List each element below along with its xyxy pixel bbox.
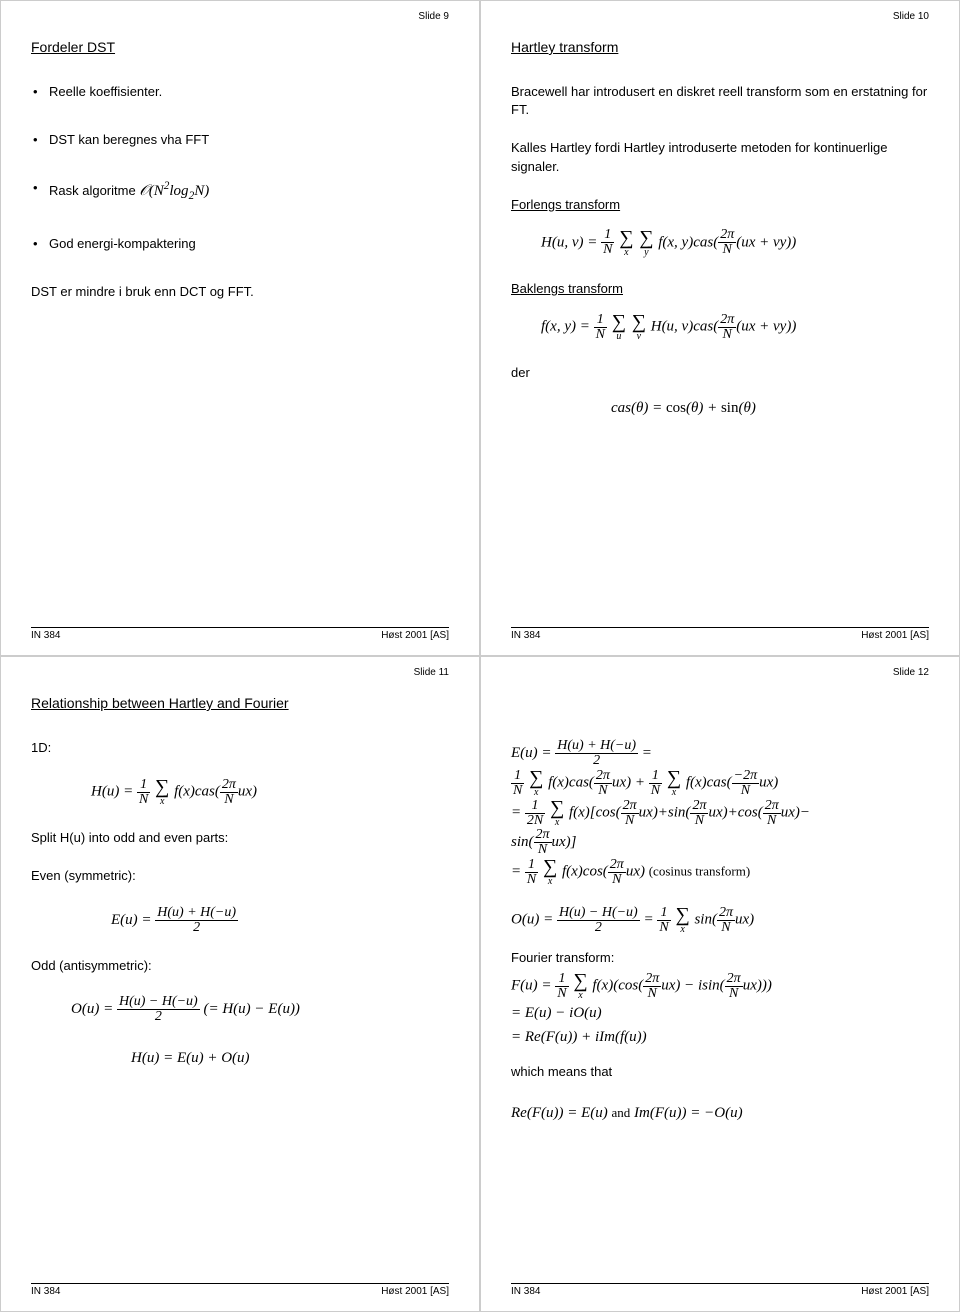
paragraph: Split H(u) into odd and even parts:: [31, 829, 449, 847]
equation-final: Re(F(u)) = E(u) and Im(F(u)) = −O(u): [511, 1101, 929, 1125]
subheading: Forlengs transform: [511, 196, 929, 214]
slide-number: Slide 9: [418, 11, 449, 22]
slide-content: 1D: H(u) = 1N ∑x f(x)cas(2πNux) Split H(…: [31, 739, 449, 1283]
label-1d: 1D:: [31, 739, 449, 757]
slide-number: Slide 10: [893, 11, 929, 22]
slide-footer: IN 384 Høst 2001 [AS]: [511, 1283, 929, 1297]
bullet-text: DST kan beregnes vha FFT: [49, 132, 209, 147]
slide-content: Reelle koeffisienter. DST kan beregnes v…: [31, 83, 449, 627]
equation-odd: O(u) = H(u) − H(−u)2 (= H(u) − E(u)): [71, 995, 449, 1024]
equation-eu-block: E(u) = H(u) + H(−u)2 = 1N ∑x f(x)cas(2πN…: [511, 739, 929, 887]
slide-number: Slide 12: [893, 667, 929, 678]
paragraph: Odd (antisymmetric):: [31, 957, 449, 975]
paragraph: which means that: [511, 1063, 929, 1081]
footer-left: IN 384: [511, 630, 540, 641]
equation-even: E(u) = H(u) + H(−u)2: [111, 906, 449, 935]
equation-ou: O(u) = H(u) − H(−u)2 = 1N ∑x sin(2πNux): [511, 905, 929, 935]
equation-sum: H(u) = E(u) + O(u): [131, 1046, 449, 1070]
footer-left: IN 384: [31, 630, 60, 641]
paragraph: Fourier transform:: [511, 949, 929, 967]
slide-12: Slide 12 E(u) = H(u) + H(−u)2 = 1N ∑x f(…: [480, 656, 960, 1312]
slide-title: Relationship between Hartley and Fourier: [31, 695, 449, 711]
bullet-item: God energi-kompaktering: [49, 235, 449, 253]
footer-right: Høst 2001 [AS]: [861, 630, 929, 641]
paragraph: der: [511, 364, 929, 382]
slide-footer: IN 384 Høst 2001 [AS]: [31, 1283, 449, 1297]
paragraph: Even (symmetric):: [31, 867, 449, 885]
slide-footer: IN 384 Høst 2001 [AS]: [31, 627, 449, 641]
paragraph: Bracewell har introdusert en diskret ree…: [511, 83, 929, 119]
slide-10: Slide 10 Hartley transform Bracewell har…: [480, 0, 960, 656]
paragraph: Kalles Hartley fordi Hartley introdusert…: [511, 139, 929, 175]
bullet-item: DST kan beregnes vha FFT: [49, 131, 449, 149]
equation-forward: H(u, v) = 1N ∑x ∑y f(x, y)cas(2πN(ux + v…: [541, 228, 929, 258]
slide-title: Fordeler DST: [31, 39, 449, 55]
equation-fu: F(u) = 1N ∑x f(x)(cos(2πNux) − isin(2πNu…: [511, 971, 929, 1049]
equation-cas: cas(θ) = cos(θ) + sin(θ): [611, 396, 929, 420]
slide-number: Slide 11: [414, 667, 449, 678]
bullet-item: Rask algoritme 𝒪(N2log2N): [49, 179, 449, 205]
bullet-text: God energi-kompaktering: [49, 236, 196, 251]
slide-content: Bracewell har introdusert en diskret ree…: [511, 83, 929, 627]
footer-right: Høst 2001 [AS]: [381, 630, 449, 641]
slide-content: E(u) = H(u) + H(−u)2 = 1N ∑x f(x)cas(2πN…: [511, 735, 929, 1283]
slide-11: Slide 11 Relationship between Hartley an…: [0, 656, 480, 1312]
bullet-text: Reelle koeffisienter.: [49, 84, 162, 99]
page: Slide 9 Fordeler DST Reelle koeffisiente…: [0, 0, 960, 1312]
slide-9: Slide 9 Fordeler DST Reelle koeffisiente…: [0, 0, 480, 656]
bullet-item: Reelle koeffisienter.: [49, 83, 449, 101]
footer-right: Høst 2001 [AS]: [381, 1286, 449, 1297]
subheading: Baklengs transform: [511, 280, 929, 298]
slide-footer: IN 384 Høst 2001 [AS]: [511, 627, 929, 641]
equation-backward: f(x, y) = 1N ∑u ∑v H(u, v)cas(2πN(ux + v…: [541, 312, 929, 342]
slide-note: DST er mindre i bruk enn DCT og FFT.: [31, 283, 449, 301]
footer-left: IN 384: [31, 1286, 60, 1297]
footer-right: Høst 2001 [AS]: [861, 1286, 929, 1297]
bullet-list: Reelle koeffisienter. DST kan beregnes v…: [31, 83, 449, 253]
footer-left: IN 384: [511, 1286, 540, 1297]
equation-hu: H(u) = 1N ∑x f(x)cas(2πNux): [91, 777, 449, 807]
slide-title: Hartley transform: [511, 39, 929, 55]
